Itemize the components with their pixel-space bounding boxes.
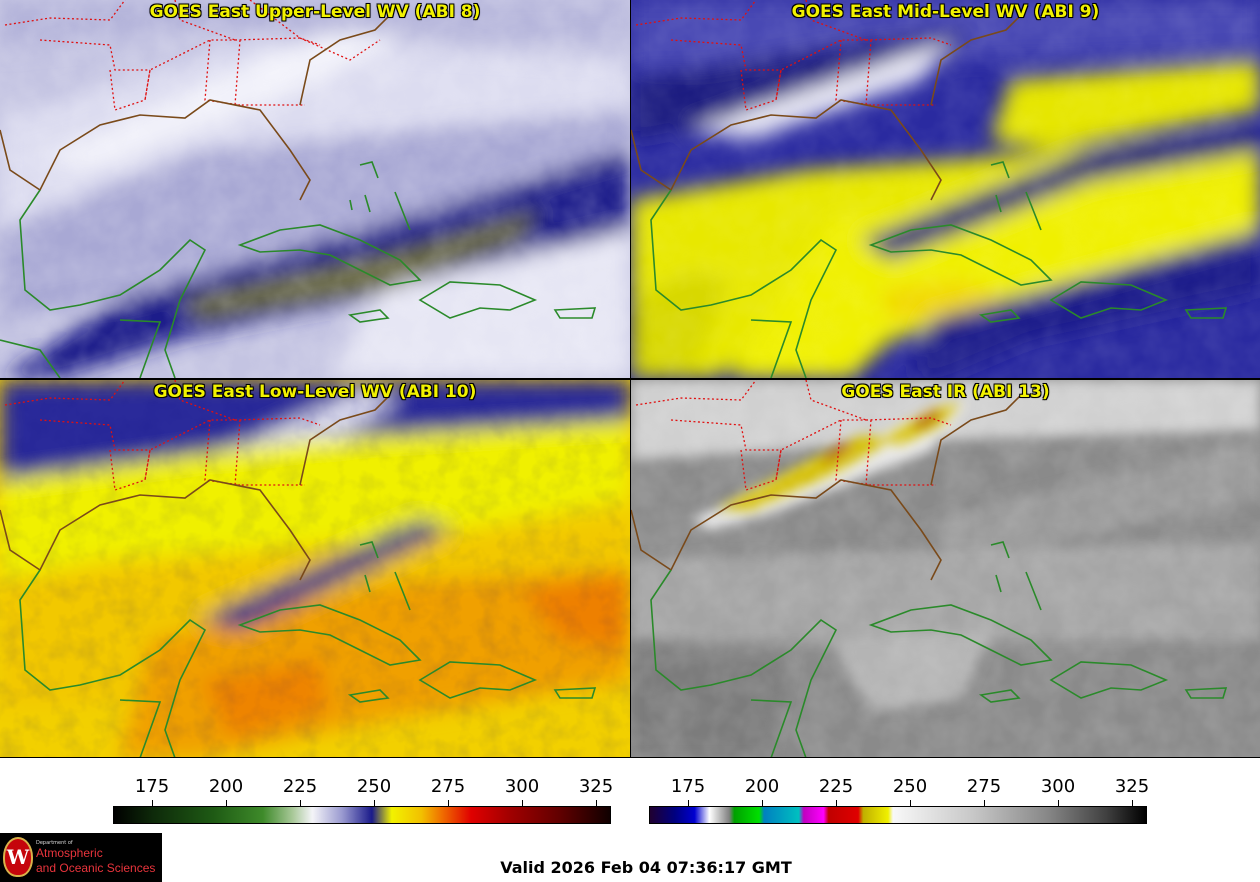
horizontal-divider (0, 378, 1260, 380)
map-overlay (0, 0, 597, 378)
logo-department: Department of (36, 840, 73, 846)
tick-label: 300 (1040, 776, 1076, 797)
tick-label: 175 (134, 776, 170, 797)
panel-title: GOES East IR (ABI 13) (841, 382, 1050, 402)
map-overlay (631, 380, 1228, 758)
panel-title: GOES East Upper-Level WV (ABI 8) (149, 2, 481, 22)
tick-label: 200 (744, 776, 780, 797)
tick-label: 225 (282, 776, 318, 797)
tick-label: 325 (578, 776, 614, 797)
tick-label: 250 (356, 776, 392, 797)
low-level-wv-image (0, 380, 630, 758)
panel-title: GOES East Low-Level WV (ABI 10) (153, 382, 477, 402)
valid-time: Valid 2026 Feb 04 07:36:17 GMT (500, 858, 792, 877)
wv-colorbar: 175 200 225 250 275 300 325 (113, 776, 614, 824)
ir-panel: GOES East IR (ABI 13) (631, 380, 1260, 758)
mid-level-wv-image (631, 0, 1260, 378)
tick-label: 275 (966, 776, 1002, 797)
ir-colorbar-gradient (649, 806, 1147, 824)
logo-line-1: Atmospheric (36, 846, 103, 860)
ir-colorbar: 175 200 225 250 275 300 325 (649, 776, 1150, 824)
bottom-border (0, 757, 1260, 758)
mid-level-wv-panel: GOES East Mid-Level WV (ABI 9) (631, 0, 1260, 378)
tick-label: 300 (504, 776, 540, 797)
tick-label: 175 (670, 776, 706, 797)
ir-image (631, 380, 1260, 758)
aos-logo: W Department of Atmospheric and Oceanic … (0, 833, 162, 882)
wv-colorbar-gradient (113, 806, 611, 824)
panel-title: GOES East Mid-Level WV (ABI 9) (791, 2, 1100, 22)
tick-label: 225 (818, 776, 854, 797)
tick-label: 275 (430, 776, 466, 797)
map-overlay (631, 0, 1228, 378)
map-overlay (0, 380, 597, 758)
tick-label: 250 (892, 776, 928, 797)
low-level-wv-panel: GOES East Low-Level WV (ABI 10) (0, 380, 630, 758)
upper-level-wv-panel: GOES East Upper-Level WV (ABI 8) (0, 0, 630, 378)
logo-line-2: and Oceanic Sciences (36, 861, 156, 875)
upper-level-wv-image (0, 0, 630, 378)
wv-tick-marks (113, 798, 611, 806)
tick-label: 325 (1114, 776, 1150, 797)
wv-colorbar-tick-labels: 175 200 225 250 275 300 325 (113, 776, 614, 798)
uw-seal-icon: W (3, 837, 33, 877)
tick-label: 200 (208, 776, 244, 797)
ir-colorbar-tick-labels: 175 200 225 250 275 300 325 (649, 776, 1150, 798)
ir-tick-marks (649, 798, 1147, 806)
